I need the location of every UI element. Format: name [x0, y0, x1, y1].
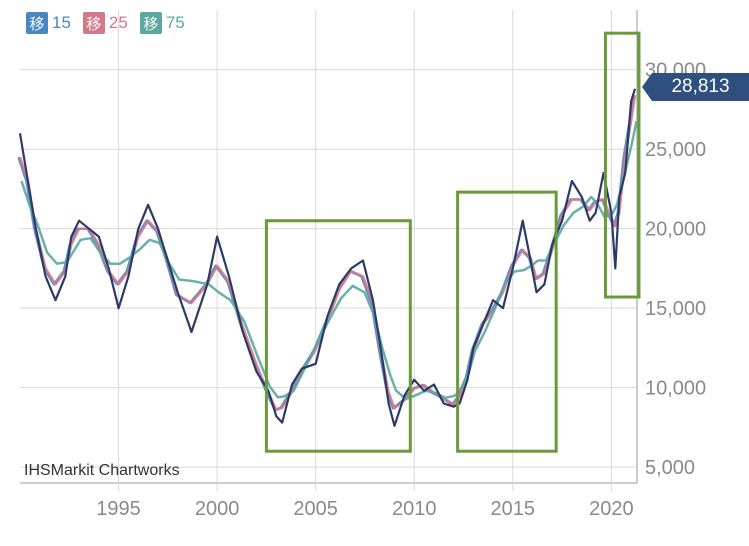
moving-average-lines: [17, 95, 638, 412]
x-tick-label: 1995: [96, 498, 141, 520]
x-tick-label: 2015: [491, 498, 536, 520]
ma75-line: [20, 120, 638, 401]
highlight-boxes: [264, 31, 641, 453]
ma15-legend-swatch: 移: [26, 12, 48, 34]
y-tick-label: 10,000: [645, 378, 706, 400]
price-line: [18, 88, 637, 427]
legend-item-ma75[interactable]: 移 75: [139, 12, 185, 34]
x-tick-label: 2000: [195, 498, 240, 520]
ma25-legend-swatch: 移: [82, 12, 105, 34]
ma25-line: [18, 95, 637, 412]
highlight-box: [456, 190, 558, 453]
x-tick-label: 2005: [293, 498, 338, 520]
y-tick-label: 25,000: [645, 139, 706, 161]
x-tick-label: 2010: [392, 498, 437, 520]
chart-credit: IHSMarkit Chartworks: [24, 462, 180, 479]
legend: 移 15 移 25 移 75: [26, 12, 185, 34]
ma75-legend-label: 75: [165, 13, 185, 32]
y-tick-label: 20,000: [645, 219, 706, 241]
legend-item-ma15[interactable]: 移 15: [26, 12, 71, 34]
price-line-group: [18, 88, 637, 427]
y-tick-label: 15,000: [645, 298, 706, 320]
grid: [20, 10, 638, 491]
ma75-legend-swatch: 移: [139, 12, 162, 34]
ma15-line: [17, 95, 635, 412]
last-price-badge: 28,813: [642, 73, 749, 101]
axis-ticks: 1995 2000 2005 2010 2015 2020 5,000 10,000 15,00…: [96, 60, 706, 520]
highlight-box: [264, 219, 412, 453]
legend-item-ma25[interactable]: 移 25: [82, 12, 128, 34]
y-tick-label: 5,000: [645, 457, 695, 479]
ma25-legend-label: 25: [108, 13, 128, 32]
ma15-legend-label: 15: [52, 13, 71, 32]
x-tick-label: 2020: [589, 498, 634, 520]
highlight-box: [603, 31, 641, 299]
